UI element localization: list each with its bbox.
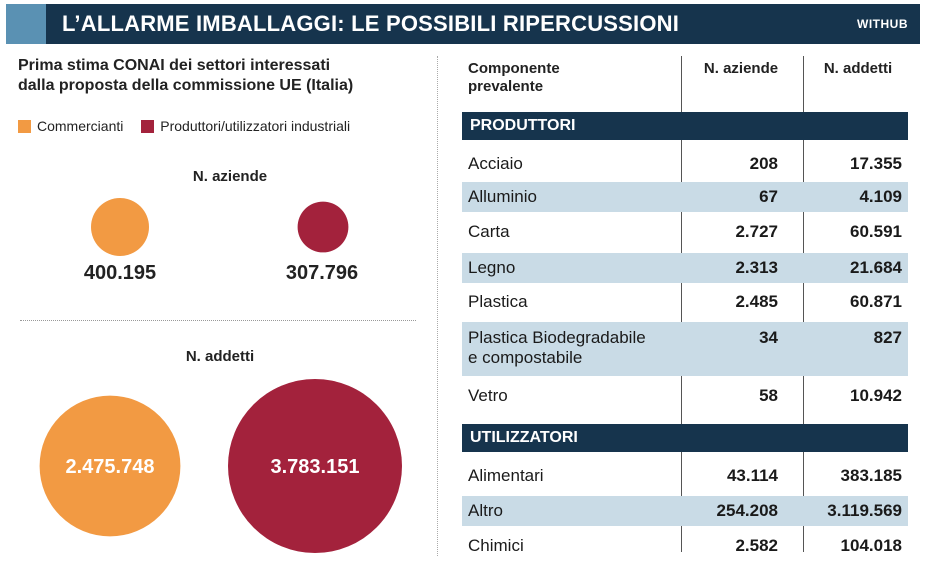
row-addetti: 827 (873, 328, 902, 347)
table-header-componente-line-2: prevalente (468, 78, 544, 95)
row-addetti: 17.355 (850, 154, 902, 173)
table-row: Alimentari 43.114 383.185 (462, 462, 908, 492)
aziende-section-title: N. aziende (192, 168, 268, 185)
row-label: Chimici (468, 536, 524, 555)
row-aziende: 2.727 (735, 222, 778, 241)
row-addetti: 60.591 (850, 222, 902, 241)
row-label: Carta (468, 222, 510, 241)
row-addetti: 383.185 (840, 466, 902, 485)
table-header-addetti: N. addetti (823, 60, 893, 77)
page-title: L’ALLARME IMBALLAGGI: LE POSSIBILI RIPER… (62, 11, 680, 36)
table-row: Chimici 2.582 104.018 (462, 532, 908, 562)
row-addetti: 60.871 (850, 292, 902, 311)
row-label: Plastica Biodegradabile e compostabile (468, 328, 646, 368)
row-label: Acciaio (468, 154, 523, 173)
legend-swatch-produttori (141, 119, 155, 133)
row-addetti: 4.109 (859, 187, 902, 206)
table-row: Altro 254.208 3.119.569 (462, 496, 908, 526)
table-column-line-2 (803, 56, 804, 552)
legend-swatch-commercianti (18, 119, 31, 133)
legend-label-commercianti: Commercianti (37, 118, 124, 134)
aziende-bubble-produttori (297, 201, 349, 253)
group-band-produttori: PRODUTTORI (462, 112, 908, 140)
aziende-produttori-value: 307.796 (285, 262, 359, 284)
table-row: Legno 2.313 21.684 (462, 253, 908, 283)
table-row: Vetro 58 10.942 (462, 382, 908, 412)
addetti-bubble-commercianti (39, 395, 181, 537)
legend-item-commercianti: Commercianti (18, 118, 123, 134)
table-column-line-1 (681, 56, 682, 552)
addetti-bubble-produttori (228, 379, 402, 553)
group-label-utilizzatori: UTILIZZATORI (470, 429, 578, 446)
row-label-line-1: Plastica Biodegradabile (468, 328, 646, 347)
subtitle-line-1: Prima stima CONAI dei settori interessat… (18, 57, 331, 74)
table-row: Alluminio 67 4.109 (462, 182, 908, 212)
row-aziende: 254.208 (716, 501, 778, 520)
legend: Commercianti Produttori/utilizzatori ind… (18, 118, 364, 136)
group-band-utilizzatori: UTILIZZATORI (462, 424, 908, 452)
row-aziende: 58 (759, 386, 778, 405)
addetti-bubble-label-produttori: 3.783.151 (271, 456, 360, 478)
bubble-chart: 2.475.748 3.783.151 (39, 198, 402, 553)
table-header-componente: Componente prevalente (468, 60, 668, 96)
row-aziende: 208 (749, 154, 778, 173)
row-addetti: 21.684 (850, 258, 902, 277)
subtitle-line-2: dalla proposta della commissione UE (Ita… (18, 77, 354, 94)
addetti-bubble-label-commercianti: 2.475.748 (66, 456, 155, 478)
row-label: Altro (468, 501, 503, 520)
row-label: Plastica (468, 292, 528, 311)
table-header-aziende: N. aziende (703, 60, 779, 77)
row-aziende: 43.114 (726, 466, 778, 485)
row-aziende: 2.313 (735, 258, 778, 277)
header-accent-block (6, 4, 46, 44)
row-addetti: 104.018 (840, 536, 902, 555)
aziende-commercianti-value: 400.195 (83, 262, 157, 284)
brand-label: WITHUB (857, 17, 908, 31)
addetti-section-title: N. addetti (185, 348, 255, 365)
header-bar: L’ALLARME IMBALLAGGI: LE POSSIBILI RIPER… (6, 4, 920, 44)
row-aziende: 67 (759, 187, 778, 206)
table-row: Acciaio 208 17.355 (462, 150, 908, 180)
row-addetti: 3.119.569 (827, 501, 902, 520)
row-label: Alimentari (468, 466, 544, 485)
row-label-line-2: e compostabile (468, 348, 583, 367)
row-label: Legno (468, 258, 516, 277)
legend-label-produttori: Produttori/utilizzatori industriali (160, 118, 351, 134)
group-label-produttori: PRODUTTORI (470, 117, 576, 134)
chart-subtitle: Prima stima CONAI dei settori interessat… (18, 56, 418, 96)
row-aziende: 2.582 (735, 536, 778, 555)
table-row: Plastica 2.485 60.871 (462, 288, 908, 318)
aziende-bubble-commercianti (91, 198, 149, 256)
row-label: Alluminio (468, 187, 537, 206)
row-aziende: 34 (759, 328, 778, 347)
row-addetti: 10.942 (850, 386, 902, 405)
table-row: Carta 2.727 60.591 (462, 218, 908, 248)
legend-item-produttori: Produttori/utilizzatori industriali (141, 118, 350, 134)
column-divider (437, 56, 438, 556)
table-header-componente-line-1: Componente (468, 60, 560, 77)
section-divider (20, 320, 416, 321)
table-row: Plastica Biodegradabile e compostabile 3… (462, 322, 908, 376)
row-aziende: 2.485 (735, 292, 778, 311)
row-label: Vetro (468, 386, 508, 405)
